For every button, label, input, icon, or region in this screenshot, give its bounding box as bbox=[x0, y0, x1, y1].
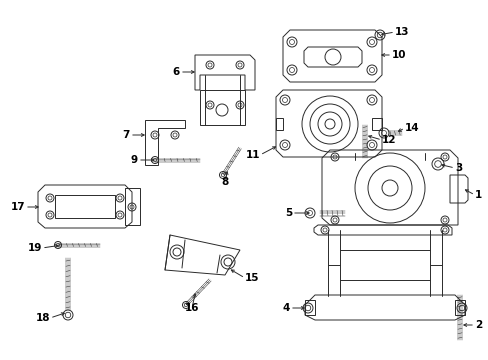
Text: 1: 1 bbox=[474, 190, 481, 200]
Text: 15: 15 bbox=[244, 273, 259, 283]
Text: 19: 19 bbox=[27, 243, 42, 253]
Text: 9: 9 bbox=[131, 155, 138, 165]
Text: 7: 7 bbox=[122, 130, 130, 140]
Text: 12: 12 bbox=[381, 135, 396, 145]
Text: 18: 18 bbox=[36, 313, 50, 323]
Text: 16: 16 bbox=[184, 303, 199, 313]
Text: 2: 2 bbox=[474, 320, 481, 330]
Text: 8: 8 bbox=[221, 177, 228, 187]
Text: 4: 4 bbox=[282, 303, 289, 313]
Text: 3: 3 bbox=[454, 163, 461, 173]
Text: 10: 10 bbox=[391, 50, 406, 60]
Text: 14: 14 bbox=[404, 123, 419, 133]
Text: 17: 17 bbox=[10, 202, 25, 212]
Text: 6: 6 bbox=[172, 67, 180, 77]
Text: 11: 11 bbox=[245, 150, 260, 160]
Text: 13: 13 bbox=[394, 27, 408, 37]
Text: 5: 5 bbox=[284, 208, 291, 218]
